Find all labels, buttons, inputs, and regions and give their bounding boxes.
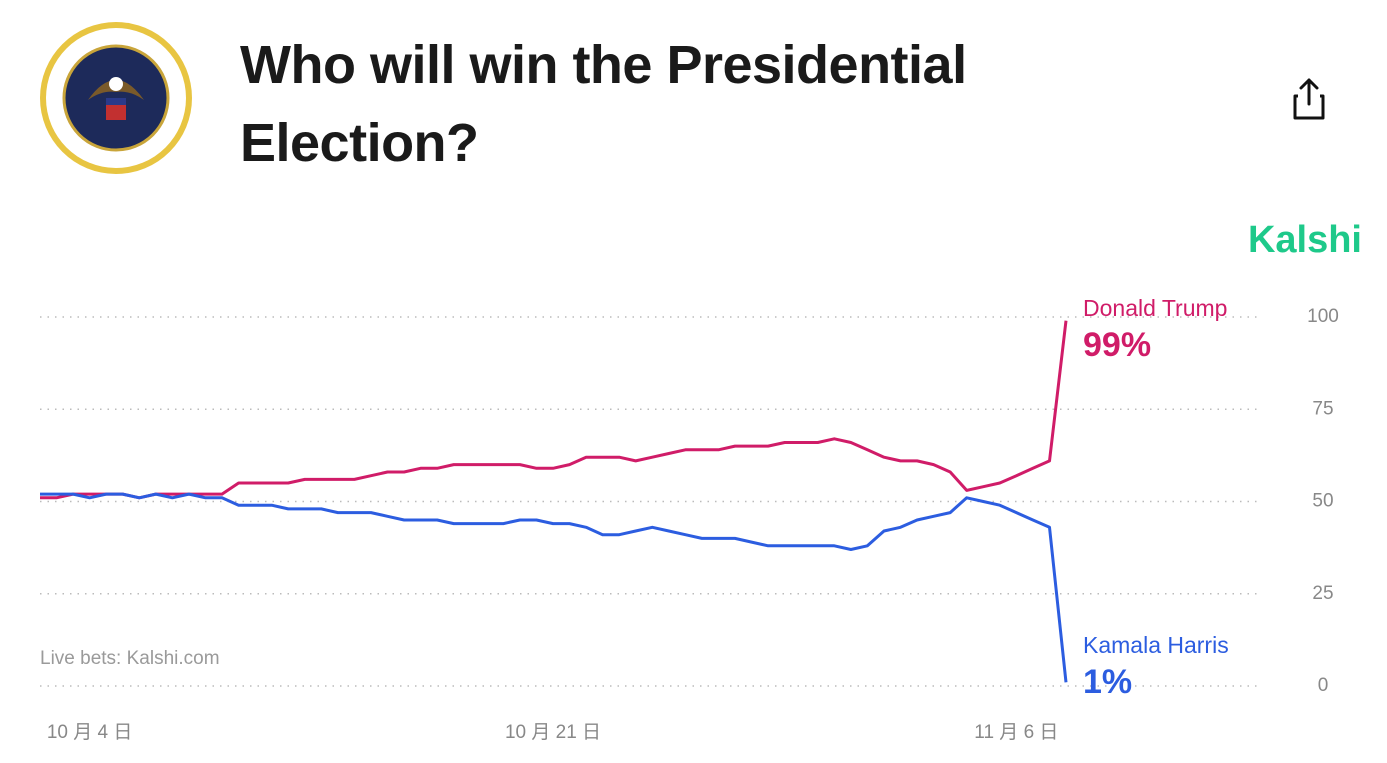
seal-logo <box>40 22 192 174</box>
y-tick-label: 0 <box>1318 675 1329 696</box>
current-value: 1% <box>1083 663 1132 701</box>
current-value: 99% <box>1083 326 1151 364</box>
share-button[interactable] <box>1290 76 1328 122</box>
legend-label: Kamala Harris <box>1083 632 1229 658</box>
y-tick-label: 75 <box>1312 398 1333 419</box>
series-line <box>40 492 1068 683</box>
y-tick-label: 50 <box>1312 491 1333 512</box>
x-tick-label: 10 月 21 日 <box>505 722 601 743</box>
title: Who will win the Presidential Election? <box>240 35 967 173</box>
x-tick-label: 11 月 6 日 <box>974 722 1058 743</box>
y-tick-label: 25 <box>1312 583 1333 604</box>
x-tick-label: 10 月 4 日 <box>47 722 133 743</box>
legend-label: Donald Trump <box>1083 295 1227 321</box>
y-tick-label: 100 <box>1307 306 1339 327</box>
source-note: Live bets: Kalshi.com <box>40 648 220 669</box>
series-line <box>40 320 1068 500</box>
brand: Kalshi <box>1248 219 1362 261</box>
